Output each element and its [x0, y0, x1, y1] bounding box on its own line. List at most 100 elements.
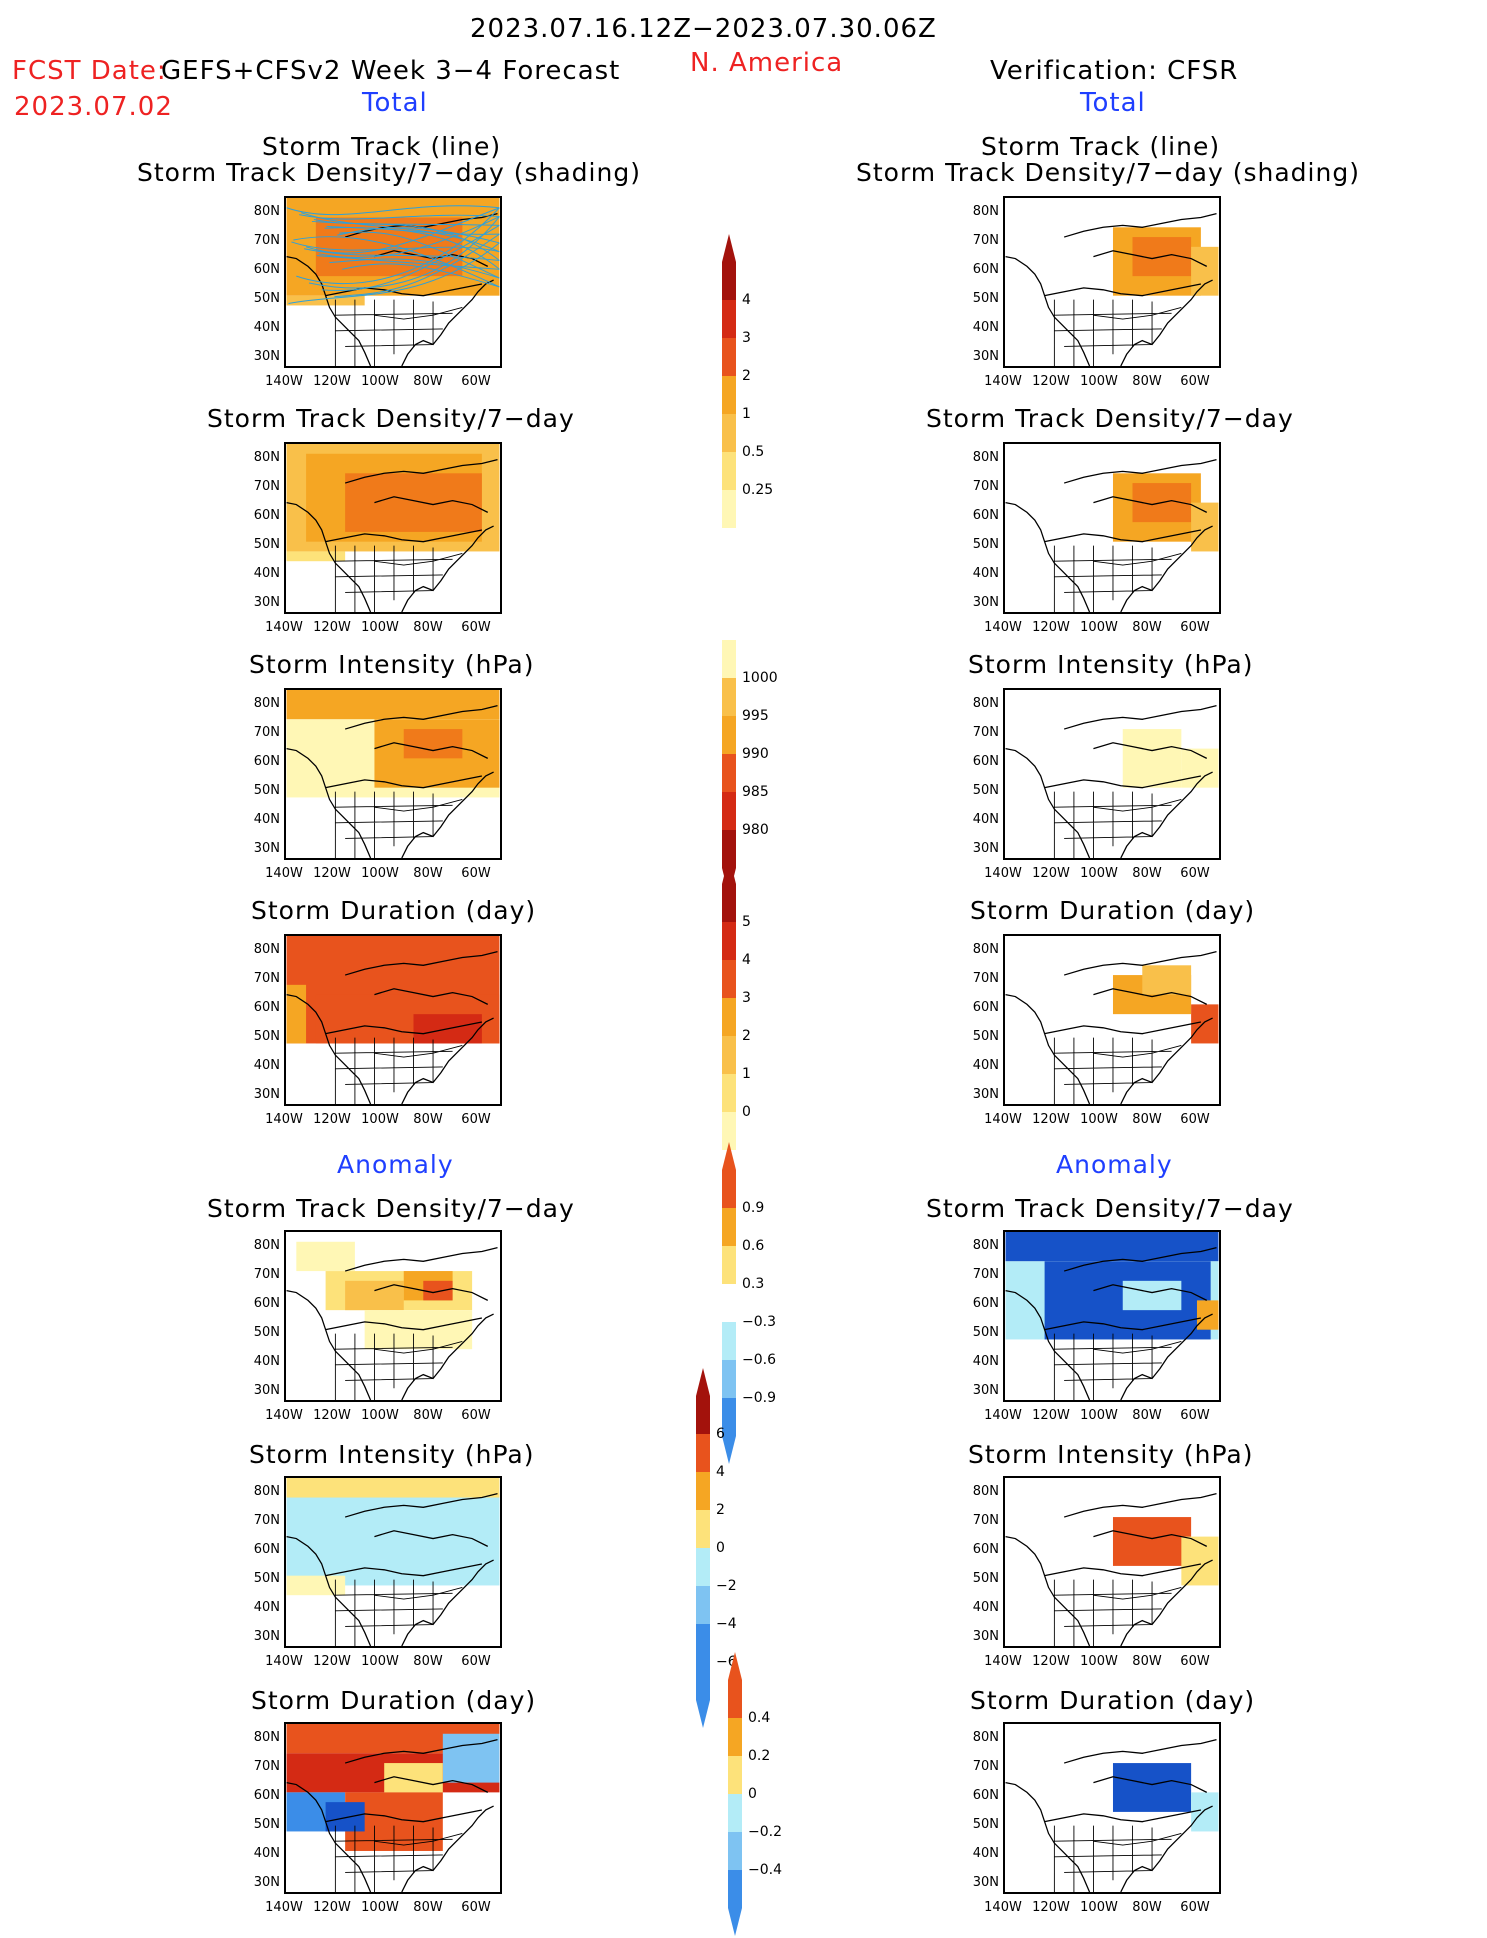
region-title: N. America — [690, 48, 844, 78]
colorbar-arrow-top — [728, 1652, 742, 1680]
right-duration-anom-title: Storm Duration (day) — [970, 1686, 1256, 1715]
colorbar-label: 0 — [742, 1104, 751, 1120]
lat-tick-label: 80N — [972, 1238, 999, 1253]
lat-tick-label: 80N — [972, 942, 999, 957]
lon-tick-label: 140W — [265, 620, 303, 635]
storm-track-line — [334, 233, 500, 298]
lon-tick-label: 100W — [361, 1112, 399, 1127]
lat-tick-label: 40N — [972, 1354, 999, 1369]
colorbar-swatch — [728, 1794, 742, 1832]
lat-tick-label: 70N — [253, 1513, 280, 1528]
lon-tick-label: 140W — [984, 1654, 1022, 1669]
colorbar-arrow-top — [722, 1142, 736, 1170]
lat-tick-label: 70N — [972, 479, 999, 494]
lon-tick-label: 120W — [1032, 866, 1070, 881]
lon-tick-label: 80W — [413, 374, 443, 389]
lon-tick-label: 100W — [361, 1900, 399, 1915]
anomaly-left-label: Anomaly — [337, 1150, 454, 1179]
shading-cell — [1196, 1300, 1219, 1330]
colorbar-label: −0.2 — [748, 1824, 782, 1840]
colorbar-swatch — [722, 1246, 736, 1284]
lat-tick-label: 70N — [972, 725, 999, 740]
lat-tick-label: 40N — [253, 1600, 280, 1615]
lon-tick-label: 140W — [265, 1112, 303, 1127]
storm-track-line — [342, 263, 500, 288]
lat-tick-label: 50N — [972, 1325, 999, 1340]
colorbar-swatch — [722, 1074, 736, 1112]
lat-tick-label: 40N — [972, 320, 999, 335]
lat-tick-label: 60N — [253, 1000, 280, 1015]
colorbar-swatch — [696, 1472, 710, 1510]
colorbar-swatch — [722, 884, 736, 922]
colorbar-label: 0.3 — [742, 1276, 765, 1292]
lon-tick-label: 60W — [461, 1112, 491, 1127]
colorbar-swatch — [696, 1434, 710, 1472]
colorbar-arrow-top — [722, 856, 736, 884]
coastline — [286, 951, 498, 1104]
lon-tick-label: 80W — [413, 1654, 443, 1669]
lat-tick-label: 50N — [253, 1817, 280, 1832]
colorbar-label: −0.3 — [742, 1314, 776, 1330]
colorbar-swatch — [696, 1624, 710, 1662]
lat-tick-label: 50N — [253, 1029, 280, 1044]
coastline — [286, 1493, 498, 1646]
colorbar-label: 2 — [716, 1502, 725, 1518]
state-borders — [334, 545, 463, 612]
lat-tick-label: 80N — [253, 942, 280, 957]
lon-tick-label: 100W — [1080, 620, 1118, 635]
lon-tick-label: 100W — [361, 866, 399, 881]
colorbar-label: 0 — [716, 1540, 725, 1556]
lon-tick-label: 120W — [1032, 1654, 1070, 1669]
map-panel — [284, 442, 502, 614]
lon-tick-label: 140W — [265, 374, 303, 389]
colorbar-swatch — [722, 1112, 736, 1150]
colorbar-label: −0.4 — [748, 1862, 782, 1878]
state-borders — [1053, 299, 1182, 366]
colorbar-swatch — [722, 1398, 736, 1436]
colorbar-label: 0.25 — [742, 482, 774, 498]
map-svg — [1005, 1739, 1219, 1892]
total-right-label: Total — [1080, 88, 1146, 118]
lat-tick-label: 70N — [972, 233, 999, 248]
shading-cell — [1112, 1763, 1192, 1812]
lon-tick-label: 80W — [1132, 1112, 1162, 1127]
colorbar-label: 0.9 — [742, 1200, 765, 1216]
colorbar-arrow-bottom — [696, 1700, 710, 1728]
map-svg — [1005, 459, 1219, 612]
storm-track-line — [301, 212, 500, 253]
coastline — [286, 1247, 498, 1400]
lon-tick-label: 60W — [461, 1408, 491, 1423]
colorbar-arrow-bottom — [722, 1436, 736, 1464]
left-intensity-title: Storm Intensity (hPa) — [249, 650, 535, 679]
storm-track-line — [337, 227, 500, 244]
lat-tick-label: 30N — [972, 349, 999, 364]
map-panel — [1003, 442, 1221, 614]
shading-cell — [1191, 502, 1219, 552]
shading-cell — [1122, 729, 1182, 788]
colorbar-swatch — [696, 1510, 710, 1548]
lat-tick-label: 60N — [972, 1296, 999, 1311]
left-duration-title: Storm Duration (day) — [251, 896, 537, 925]
lat-tick-label: 80N — [972, 1730, 999, 1745]
lon-tick-label: 120W — [313, 866, 351, 881]
map-panel — [1003, 934, 1221, 1106]
lat-tick-label: 60N — [972, 1542, 999, 1557]
lon-tick-label: 100W — [361, 620, 399, 635]
map-panel — [1003, 196, 1221, 368]
colorbar-swatch — [696, 1662, 710, 1700]
lat-tick-label: 50N — [253, 1571, 280, 1586]
storm-track-line — [288, 242, 500, 304]
storm-track-line — [326, 225, 500, 270]
state-borders — [1053, 1579, 1182, 1646]
lat-tick-label: 60N — [972, 508, 999, 523]
colorbar-swatch — [728, 1718, 742, 1756]
lon-tick-label: 140W — [984, 374, 1022, 389]
lat-tick-label: 40N — [253, 1058, 280, 1073]
colorbar-swatch — [722, 830, 736, 868]
colorbar-swatch — [728, 1680, 742, 1718]
lat-tick-label: 30N — [253, 841, 280, 856]
lat-tick-label: 40N — [253, 566, 280, 581]
lat-tick-label: 50N — [972, 537, 999, 552]
left-density-title: Storm Track Density/7−day — [207, 404, 575, 433]
map-svg — [286, 936, 500, 1104]
